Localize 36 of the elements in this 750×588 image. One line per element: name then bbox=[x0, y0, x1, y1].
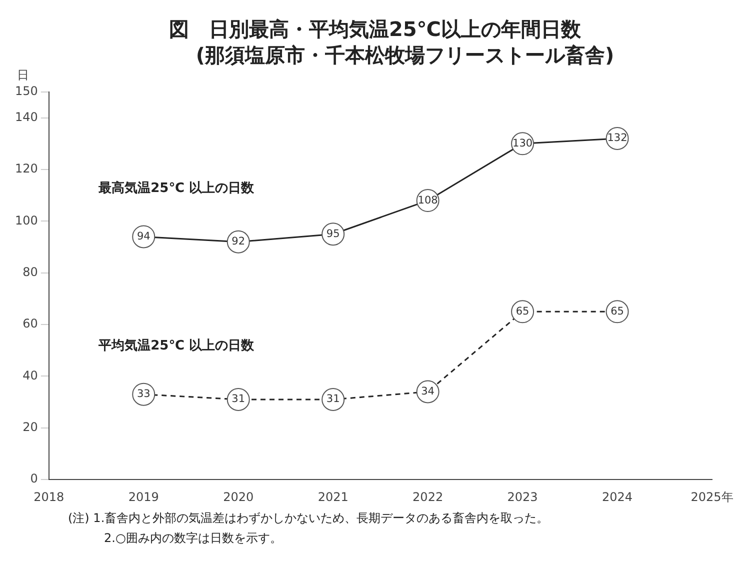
data-label: 31 bbox=[326, 393, 340, 406]
x-tick-label: 2018 bbox=[34, 490, 64, 504]
y-tick-label: 40 bbox=[22, 368, 38, 382]
data-label: 108 bbox=[418, 194, 438, 206]
y-tick-label: 150 bbox=[15, 84, 38, 98]
data-label: 33 bbox=[136, 388, 150, 400]
y-tick-label: 80 bbox=[22, 265, 38, 280]
x-tick-label: 2022 bbox=[412, 490, 444, 504]
data-label: 31 bbox=[232, 393, 246, 406]
data-label: 65 bbox=[610, 305, 624, 318]
x-tick-label: 2020 bbox=[223, 490, 254, 504]
data-label: 92 bbox=[232, 236, 246, 248]
y-tick-label: 60 bbox=[22, 316, 38, 331]
text: 2.○囲み内の数字は日数を示す。 bbox=[103, 530, 283, 547]
x-tick-label: 2021 bbox=[318, 490, 348, 504]
data-label: 34 bbox=[421, 385, 435, 398]
y-tick-label: 20 bbox=[22, 420, 38, 434]
y-tick-label: 0 bbox=[30, 472, 38, 486]
chart-title: 図 日別最高・平均気温25℃以上の年間日数 bbox=[168, 16, 582, 42]
x-tick-label: 2019 bbox=[128, 490, 159, 504]
text: 平均気温25℃ 以上の日数 bbox=[98, 338, 255, 354]
chart-subtitle: (那須塩原市・千本松牧場フリーストール畜舎) bbox=[194, 42, 616, 68]
data-label: 132 bbox=[607, 132, 628, 144]
x-tick-label: 2024 bbox=[602, 490, 633, 504]
data-label: 65 bbox=[516, 305, 530, 318]
data-label: 94 bbox=[136, 230, 151, 242]
y-tick-label: 140 bbox=[15, 110, 38, 124]
y-tick-label: 120 bbox=[15, 162, 38, 176]
text: 最高気温25℃ 以上の日数 bbox=[98, 180, 255, 196]
data-label: 130 bbox=[512, 137, 533, 150]
text: (注) 1.畜舎内と外部の気温差はわずかしかないため、長期データのある畜舎内を取った。 bbox=[68, 510, 550, 527]
y-axis-title: 日 bbox=[16, 68, 29, 82]
data-label: 95 bbox=[326, 228, 340, 240]
y-tick-label: 100 bbox=[15, 213, 38, 228]
x-tick-label: 2025年 bbox=[690, 490, 734, 504]
x-tick-label: 2023 bbox=[507, 490, 538, 504]
